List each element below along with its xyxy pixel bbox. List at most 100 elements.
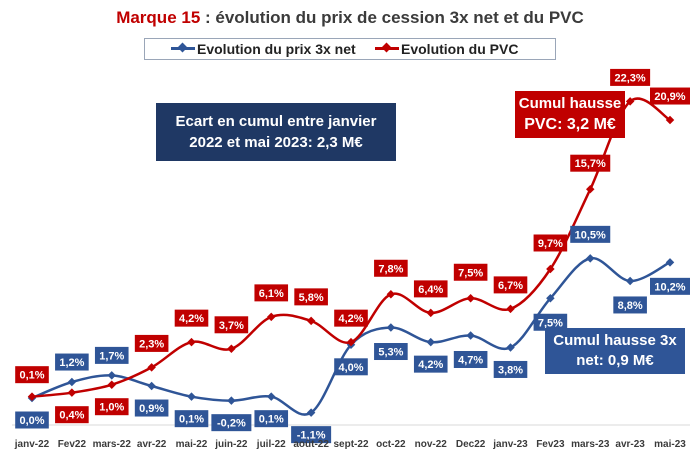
chart-title: Marque 15 : évolution du prix de cession… [0,8,700,28]
data-point-pvc-13 [546,264,555,274]
data-label-bg-pvc-0 [15,366,49,384]
data-label-bg-pvc-14 [570,154,611,172]
data-label-bg-net-16 [650,277,690,295]
data-label-bg-pvc-5 [214,316,249,334]
data-label-net-15: 8,8% [618,300,643,312]
data-label-bg-net-12 [493,360,528,378]
x-tick-label: janv-23 [492,439,528,450]
data-point-net-2 [107,371,116,380]
ecart-callout-line2: 2022 et mai 2023: 2,3 M€ [189,134,363,151]
chart-legend: Evolution du prix 3x net Evolution du PV… [144,38,556,60]
data-label-bg-net-2 [94,346,129,364]
data-label-pvc-10: 6,4% [418,284,443,296]
data-label-bg-pvc-4 [174,309,209,327]
data-point-pvc-12 [506,304,515,314]
data-label-net-9: 5,3% [378,347,403,359]
data-label-net-6: 0,1% [259,414,284,426]
x-tick-label: avr-23 [615,439,645,450]
x-tick-label: Fev22 [58,439,87,450]
data-label-bg-pvc-6 [254,284,289,302]
data-point-pvc-7 [306,316,316,326]
data-point-pvc-0 [27,392,37,401]
data-label-bg-net-7 [291,426,332,444]
data-label-bg-pvc-13 [533,234,568,252]
data-point-pvc-11 [466,294,475,303]
ecart-callout-line1: Ecart en cumul entre janvier [175,113,377,130]
x-tick-label: oct-22 [376,439,406,450]
x-tick-label: avr-22 [137,439,167,450]
data-point-net-15 [625,276,635,286]
data-label-net-0: 0,0% [19,415,44,427]
data-label-bg-pvc-7 [294,288,328,306]
data-point-pvc-10 [426,308,435,318]
net-callout: Cumul hausse 3x net: 0,9 M€ [545,328,685,374]
data-label-net-5: -0,2% [217,418,246,430]
data-point-pvc-14 [586,184,595,194]
data-point-net-11 [466,331,475,340]
data-label-bg-net-3 [134,399,169,417]
data-label-bg-pvc-8 [334,309,368,327]
data-label-pvc-1: 0,4% [59,410,84,422]
data-label-bg-net-6 [254,410,289,428]
data-label-bg-net-11 [453,350,488,368]
data-label-pvc-9: 7,8% [378,263,403,275]
legend-label-pvc: Evolution du PVC [401,41,519,57]
data-point-net-14 [586,254,595,263]
data-label-pvc-16: 20,9% [654,91,685,103]
data-point-net-6 [267,392,276,401]
data-label-pvc-11: 7,5% [458,267,483,279]
x-tick-label: août-22 [293,439,329,450]
data-label-pvc-8: 4,2% [338,313,363,325]
data-point-net-3 [147,381,156,391]
data-label-bg-net-15 [613,296,647,314]
data-label-bg-pvc-2 [94,398,129,416]
legend-label-net: Evolution du prix 3x net [197,41,356,57]
data-point-net-4 [187,392,196,401]
x-tick-label: mai-22 [176,439,208,450]
data-label-pvc-12: 6,7% [498,280,523,292]
data-label-bg-pvc-11 [453,263,488,281]
data-label-bg-pvc-1 [55,406,89,424]
data-label-net-13: 7,5% [538,317,563,329]
pvc-callout-line1: Cumul hausse [518,95,622,112]
data-point-net-13 [546,294,555,303]
data-label-pvc-3: 2,3% [139,338,164,350]
x-tick-label: juil-22 [256,439,286,450]
data-label-bg-net-0 [15,411,49,429]
data-label-net-12: 3,8% [498,364,523,376]
data-label-net-16: 10,2% [654,281,685,293]
legend-swatch-pvc [375,47,399,50]
data-point-pvc-9 [386,290,396,299]
data-point-net-16 [665,258,675,267]
data-label-bg-pvc-16 [650,87,690,105]
data-label-pvc-14: 15,7% [575,158,606,170]
data-label-pvc-5: 3,7% [219,320,244,332]
data-label-bg-net-1 [55,353,89,371]
chart-title-text: : évolution du prix de cession 3x net et… [200,8,584,27]
net-callout-line2: net: 0,9 M€ [576,352,654,369]
data-label-bg-net-10 [413,355,448,373]
data-label-pvc-6: 6,1% [259,288,284,300]
data-point-pvc-4 [187,337,196,347]
data-label-net-10: 4,2% [418,359,443,371]
data-label-bg-net-4 [174,410,209,428]
chart-title-brand: Marque 15 [116,8,201,27]
data-label-pvc-13: 9,7% [538,238,563,250]
x-tick-label: janv-22 [14,439,50,450]
data-label-bg-pvc-9 [374,259,408,277]
legend-swatch-net [171,47,195,50]
data-label-net-4: 0,1% [179,414,204,426]
data-label-net-7: -1,1% [297,430,326,442]
ecart-callout: Ecart en cumul entre janvier 2022 et mai… [156,103,396,161]
net-callout-line1: Cumul hausse 3x [553,332,677,349]
x-tick-label: sept-22 [333,439,368,450]
pvc-callout-line2: PVC: 3,2 M€ [524,116,616,133]
pvc-callout: Cumul hausse PVC: 3,2 M€ [515,91,625,138]
data-point-pvc-3 [147,363,156,372]
data-label-pvc-2: 1,0% [99,402,124,414]
data-label-net-2: 1,7% [99,350,124,362]
x-tick-label: nov-22 [415,439,448,450]
data-label-pvc-4: 4,2% [179,313,204,325]
data-point-pvc-1 [67,388,77,397]
